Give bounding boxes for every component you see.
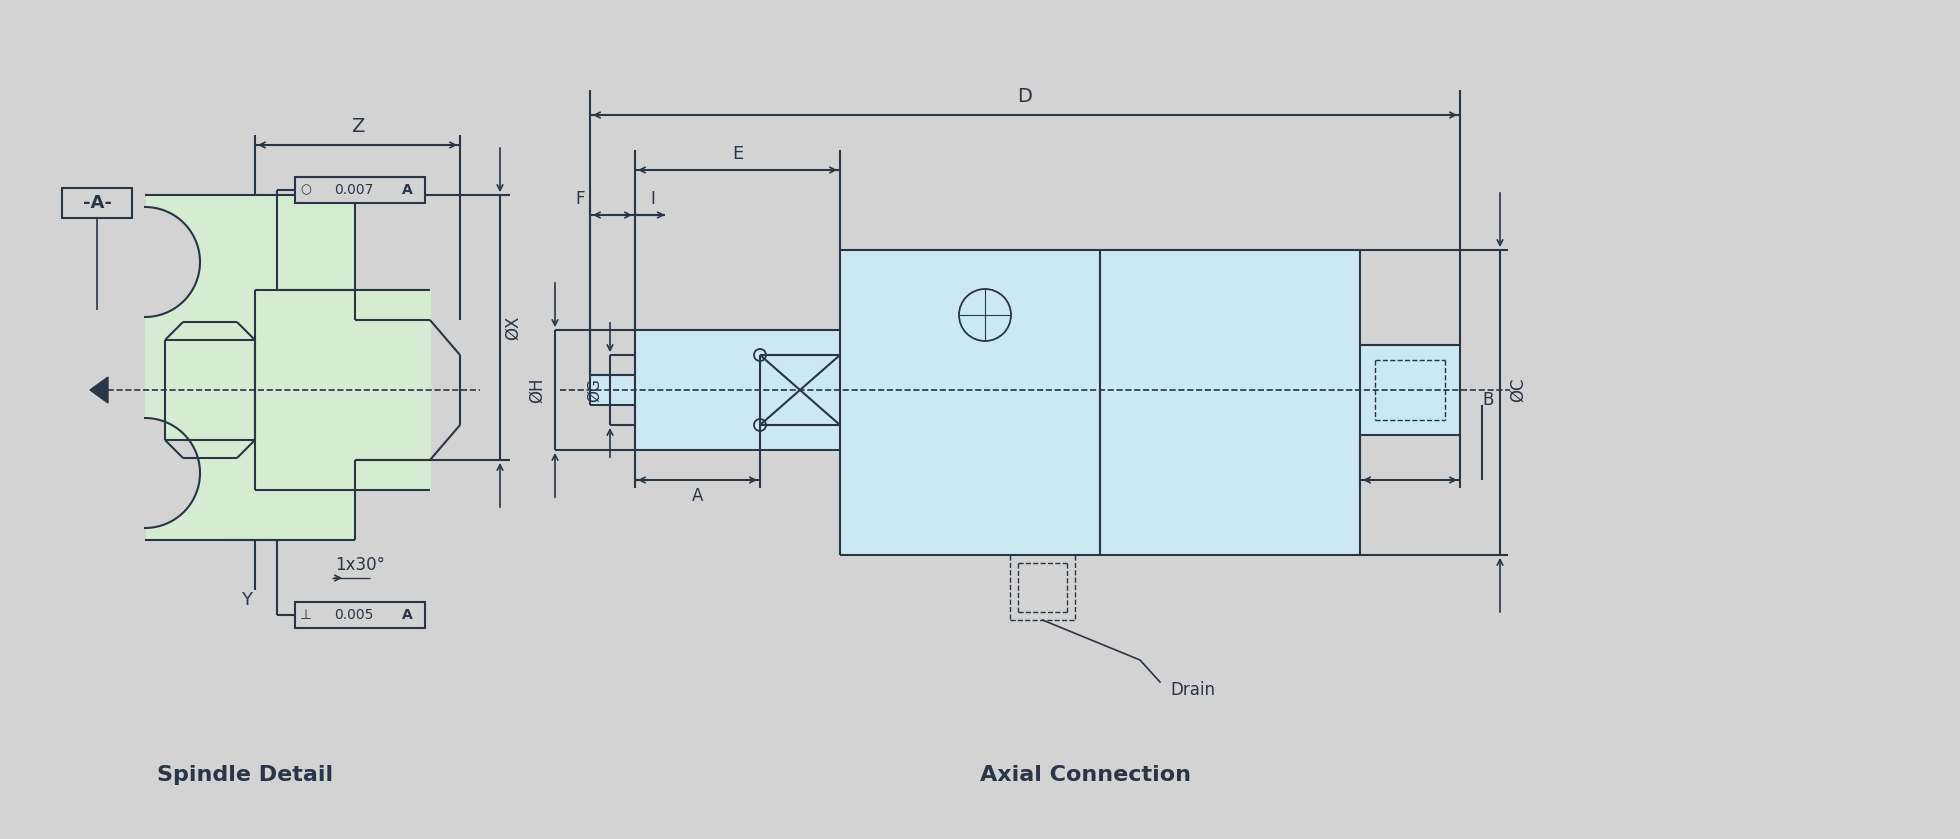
- Text: A: A: [402, 183, 414, 197]
- Text: B: B: [1482, 391, 1494, 409]
- Text: A: A: [402, 608, 414, 622]
- Text: -A-: -A-: [82, 194, 112, 212]
- Text: ØG: ØG: [586, 378, 602, 402]
- Text: 0.007: 0.007: [333, 183, 372, 197]
- Text: ØX: ØX: [504, 315, 521, 340]
- Polygon shape: [145, 195, 355, 540]
- Text: I: I: [651, 190, 655, 208]
- Text: Axial Connection: Axial Connection: [980, 765, 1190, 785]
- Text: Y: Y: [241, 591, 253, 609]
- Bar: [296, 177, 425, 203]
- Polygon shape: [165, 340, 255, 440]
- Polygon shape: [1360, 345, 1460, 435]
- Text: 1x30°: 1x30°: [335, 556, 384, 574]
- Text: F: F: [576, 190, 584, 208]
- Text: ⊥: ⊥: [300, 608, 312, 622]
- Polygon shape: [355, 320, 429, 460]
- Polygon shape: [255, 290, 429, 490]
- Polygon shape: [145, 418, 200, 540]
- Polygon shape: [145, 195, 200, 317]
- Text: ØH: ØH: [527, 378, 547, 403]
- Bar: [296, 602, 425, 628]
- Text: Spindle Detail: Spindle Detail: [157, 765, 333, 785]
- Text: Z: Z: [351, 117, 365, 137]
- Text: 0.005: 0.005: [333, 608, 372, 622]
- Text: D: D: [1017, 87, 1033, 107]
- Polygon shape: [841, 250, 1360, 555]
- Text: ØC: ØC: [1509, 378, 1527, 402]
- Polygon shape: [635, 330, 841, 450]
- Text: ○: ○: [300, 184, 312, 196]
- Polygon shape: [590, 375, 635, 405]
- Polygon shape: [90, 377, 108, 403]
- Text: E: E: [731, 145, 743, 163]
- Bar: [63, 188, 131, 218]
- Text: A: A: [692, 487, 704, 505]
- Text: Drain: Drain: [1170, 681, 1215, 699]
